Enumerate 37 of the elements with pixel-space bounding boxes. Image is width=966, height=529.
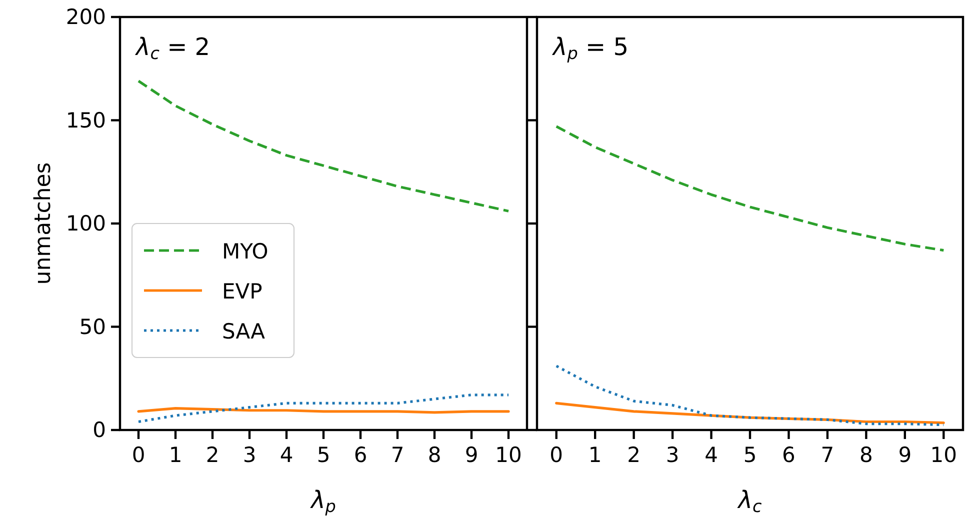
y-tick-label: 50 — [79, 314, 106, 339]
x-axis-title: λ$_{p}$ — [309, 486, 336, 516]
legend-label: MYO — [222, 240, 268, 264]
x-tick-label: 5 — [743, 443, 757, 467]
x-tick-label: 8 — [428, 443, 442, 467]
x-tick-label: 8 — [859, 443, 873, 467]
x-tick-label: 9 — [898, 443, 912, 467]
line-series — [137, 394, 510, 424]
x-tick-label: 9 — [464, 443, 478, 467]
x-tick-label: 7 — [390, 443, 404, 467]
x-tick-label: 6 — [354, 443, 368, 467]
x-tick-label: 2 — [627, 443, 641, 467]
x-tick-label: 2 — [206, 443, 220, 467]
line-series — [137, 80, 510, 212]
x-tick-label: 5 — [316, 443, 330, 467]
annotation: λ$_{p}$ = 5 — [551, 33, 628, 64]
x-tick-label: 0 — [132, 443, 146, 467]
x-tick-label: 4 — [704, 443, 718, 467]
x-tick-label: 0 — [550, 443, 564, 467]
x-tick-label: 10 — [930, 443, 958, 467]
legend-label: SAA — [222, 320, 266, 344]
legend-label: EVP — [222, 280, 262, 304]
annotation: λ$_{c}$ = 2 — [134, 33, 210, 64]
y-tick-label: 150 — [66, 108, 106, 132]
x-tick-label: 6 — [782, 443, 796, 467]
x-tick-label: 3 — [242, 443, 256, 467]
y-tick-label: 100 — [66, 212, 106, 236]
x-tick-label: 1 — [588, 443, 602, 467]
x-tick-label: 1 — [168, 443, 182, 467]
y-tick-label: 0 — [92, 418, 106, 442]
x-axis-title: λ$_{c}$ — [736, 486, 762, 516]
x-tick-label: 10 — [495, 443, 522, 467]
x-tick-label: 4 — [280, 443, 294, 467]
y-tick-label: 200 — [66, 5, 106, 29]
y-axis-title: unmatches — [31, 162, 56, 285]
x-tick-label: 7 — [820, 443, 834, 467]
x-tick-label: 3 — [666, 443, 680, 467]
